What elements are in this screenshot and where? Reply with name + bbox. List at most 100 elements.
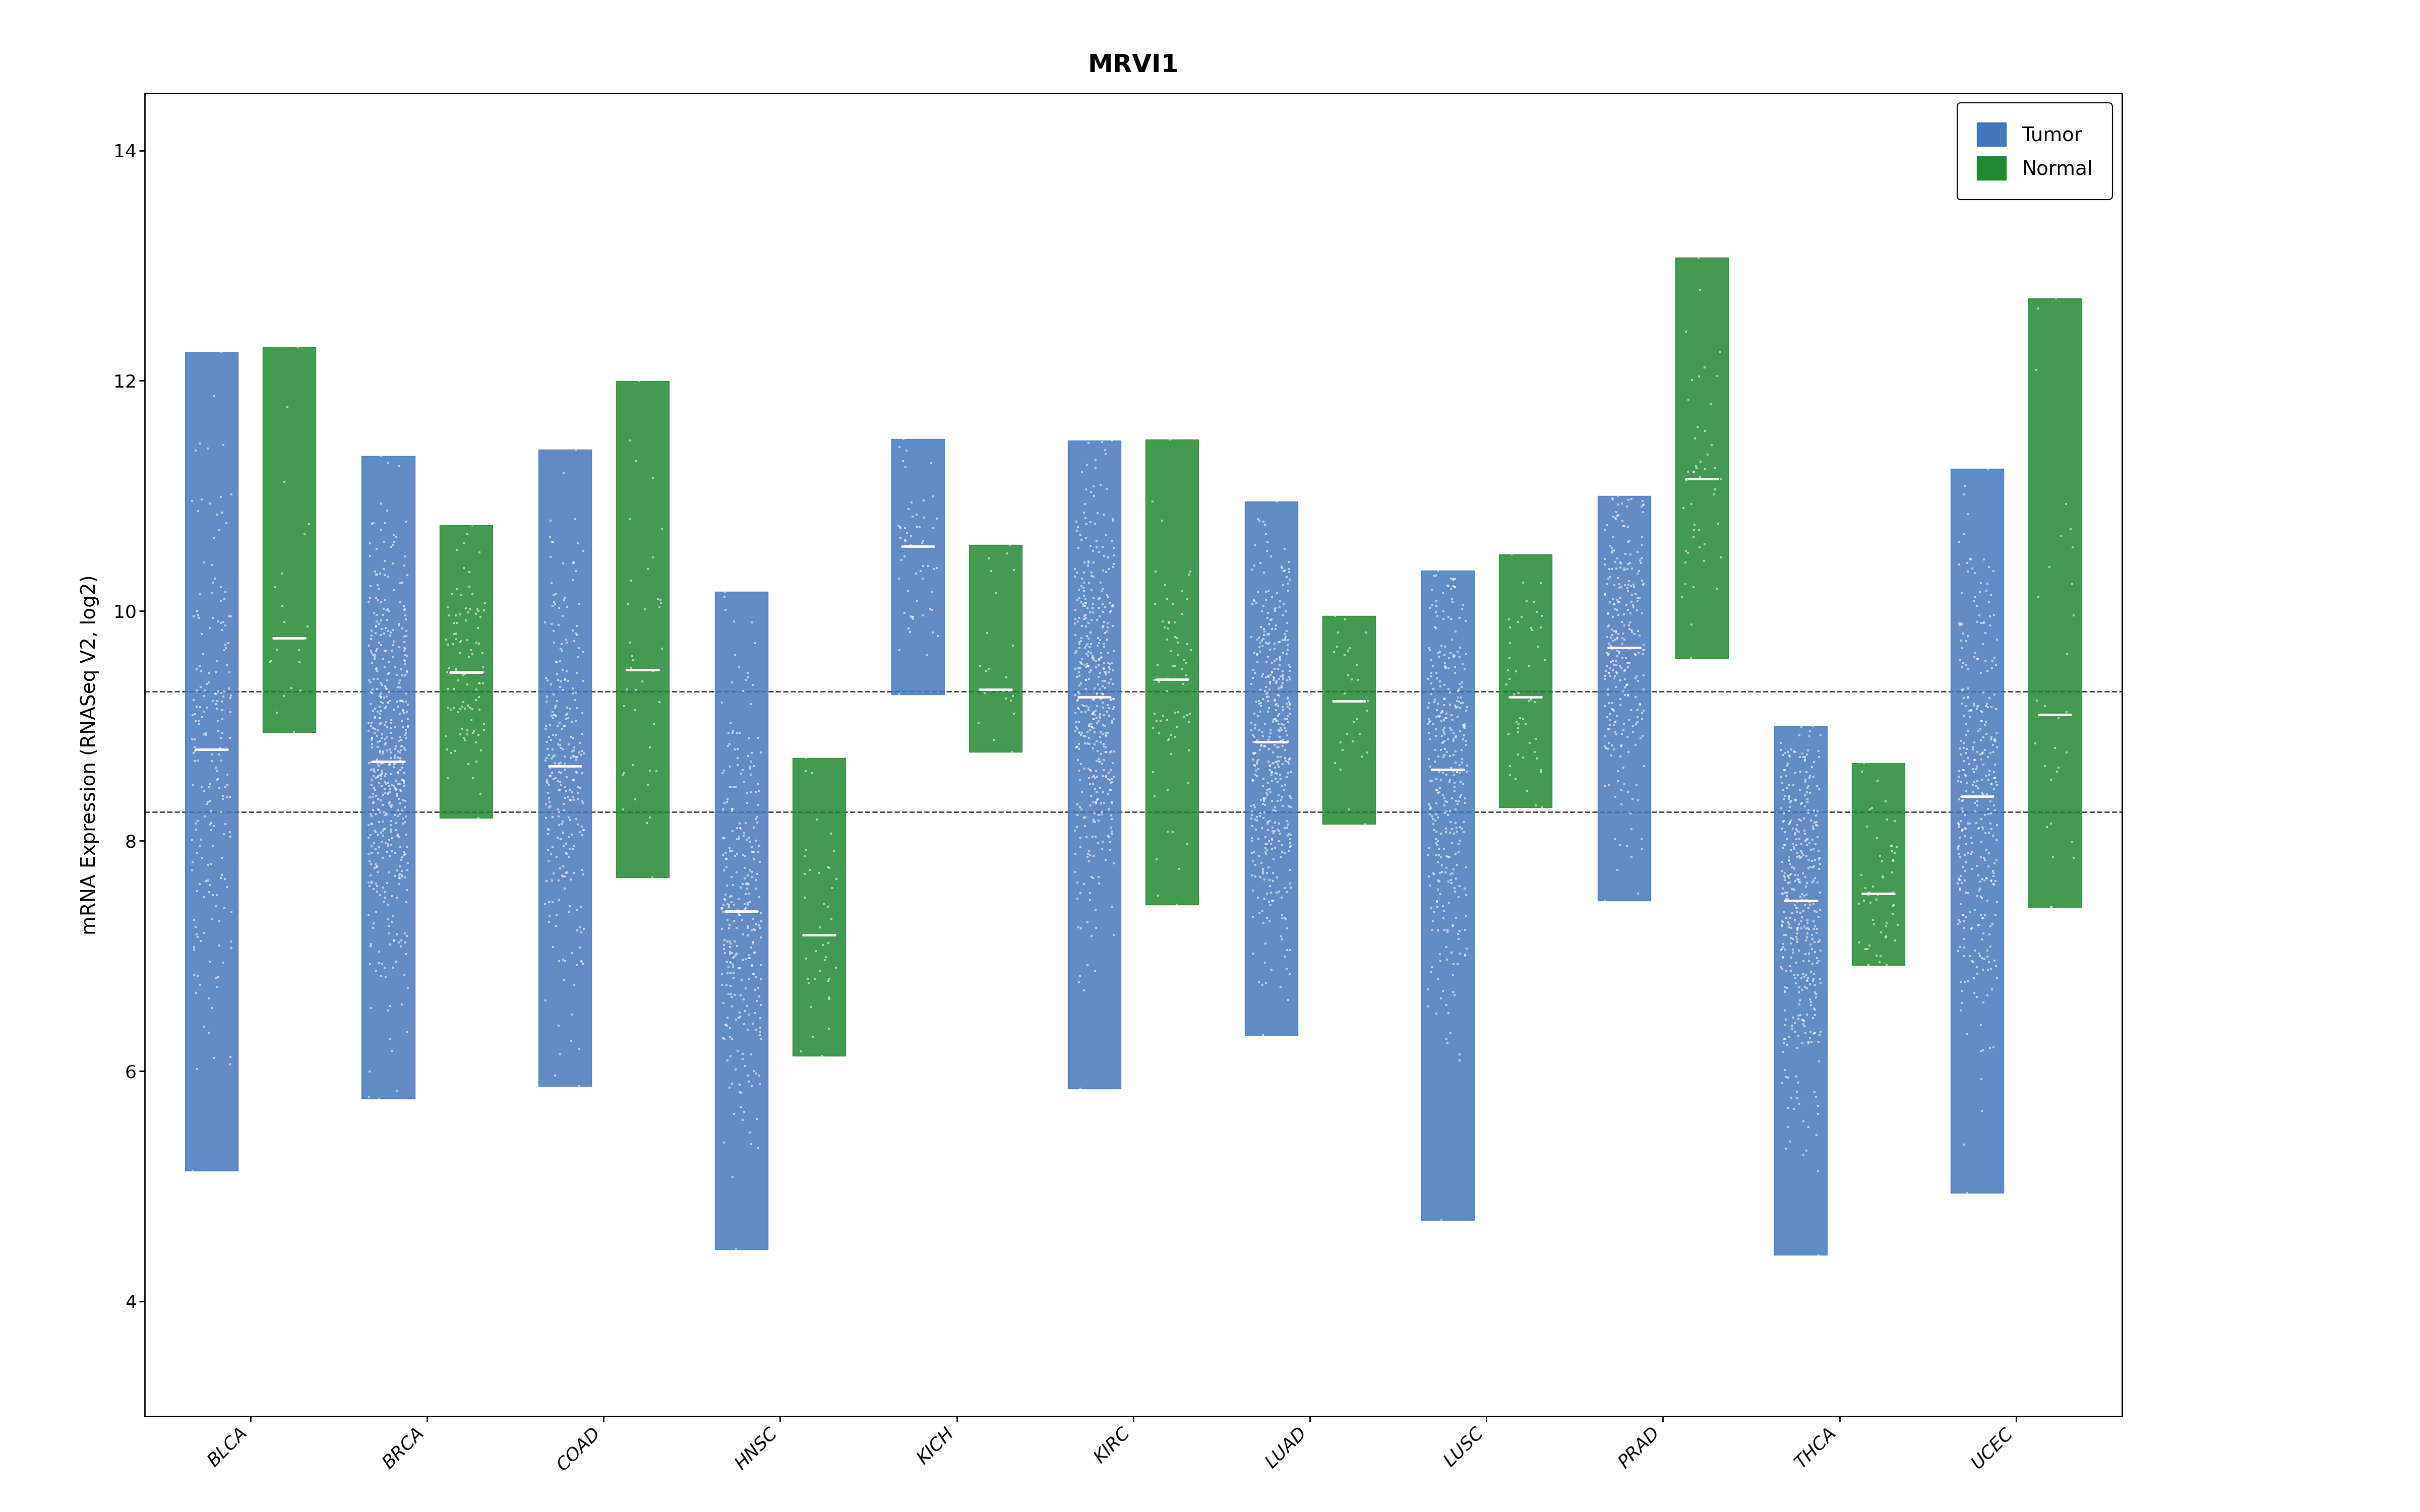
Point [1585, 889, 1624, 913]
Point [1800, 723, 1839, 747]
Point [380, 823, 419, 847]
Point [385, 761, 424, 785]
Point [1958, 594, 1996, 618]
Point [1234, 723, 1273, 747]
Point [368, 691, 407, 715]
Point [1784, 906, 1822, 930]
Point [721, 903, 760, 927]
Point [1091, 768, 1130, 792]
Point [1967, 696, 2006, 720]
Point [1425, 801, 1464, 826]
Point [1769, 910, 1808, 934]
Point [1266, 745, 1304, 770]
Point [1597, 638, 1636, 662]
Point [1975, 761, 2013, 785]
Point [908, 534, 946, 558]
Point [1445, 712, 1483, 736]
Point [1428, 1031, 1467, 1055]
Point [794, 761, 832, 785]
Point [1256, 647, 1295, 671]
Point [1798, 739, 1837, 764]
Point [1442, 750, 1481, 774]
Point [1428, 656, 1467, 680]
Point [1065, 591, 1104, 615]
Point [1938, 939, 1977, 963]
Point [1597, 597, 1636, 621]
Point [1094, 671, 1133, 696]
Point [537, 826, 576, 850]
Point [1846, 937, 1885, 962]
Point [1154, 820, 1193, 844]
Point [547, 659, 586, 683]
Point [1522, 572, 1561, 596]
Point [1058, 696, 1096, 720]
Point [1246, 839, 1285, 863]
Point [1074, 764, 1113, 788]
Point [1423, 581, 1462, 605]
Point [1169, 587, 1208, 611]
Point [368, 618, 407, 643]
Point [1963, 700, 2001, 724]
Point [738, 989, 777, 1013]
Point [1089, 826, 1128, 850]
Point [448, 718, 486, 742]
Point [1433, 576, 1471, 600]
Point [721, 1004, 760, 1028]
Point [201, 776, 240, 800]
Point [1948, 736, 1987, 761]
Point [1788, 1030, 1827, 1054]
Point [1232, 768, 1270, 792]
Point [1946, 736, 1984, 761]
Point [1943, 655, 1982, 679]
Point [1074, 564, 1113, 588]
Point [719, 721, 757, 745]
Point [1769, 871, 1808, 895]
Point [353, 717, 392, 741]
Point [711, 885, 750, 909]
Point [1091, 838, 1130, 862]
Point [1077, 898, 1116, 922]
Point [1948, 764, 1987, 788]
Point [733, 954, 772, 978]
Point [1251, 753, 1290, 777]
Point [1087, 559, 1125, 584]
Point [174, 907, 213, 931]
Point [1237, 807, 1275, 832]
Point [1604, 621, 1643, 646]
Point [1060, 606, 1099, 631]
Point [1793, 966, 1832, 990]
Point [542, 812, 581, 836]
Point [281, 650, 319, 674]
Point [1070, 635, 1108, 659]
Point [201, 736, 240, 761]
Point [1065, 806, 1104, 830]
Point [552, 823, 590, 847]
Point [1967, 457, 2006, 481]
Point [1779, 807, 1817, 832]
Point [1418, 803, 1457, 827]
Point [1268, 641, 1307, 665]
Point [457, 730, 496, 754]
Point [736, 918, 774, 942]
Point [549, 826, 588, 850]
Point [1263, 833, 1302, 857]
Point [1430, 770, 1469, 794]
Point [610, 593, 649, 617]
Point [1876, 841, 1914, 865]
Point [189, 670, 227, 694]
Point [1764, 863, 1803, 888]
Point [535, 751, 574, 776]
Point [1435, 620, 1474, 644]
Point [356, 820, 394, 844]
Point [191, 615, 230, 640]
Point [1788, 889, 1827, 913]
Point [1244, 868, 1283, 892]
Point [1675, 575, 1713, 599]
Point [1679, 364, 1718, 389]
Point [358, 667, 397, 691]
Point [1237, 818, 1275, 842]
Point [2055, 603, 2093, 627]
Point [1251, 809, 1290, 833]
Point [1965, 547, 2004, 572]
Point [528, 816, 566, 841]
